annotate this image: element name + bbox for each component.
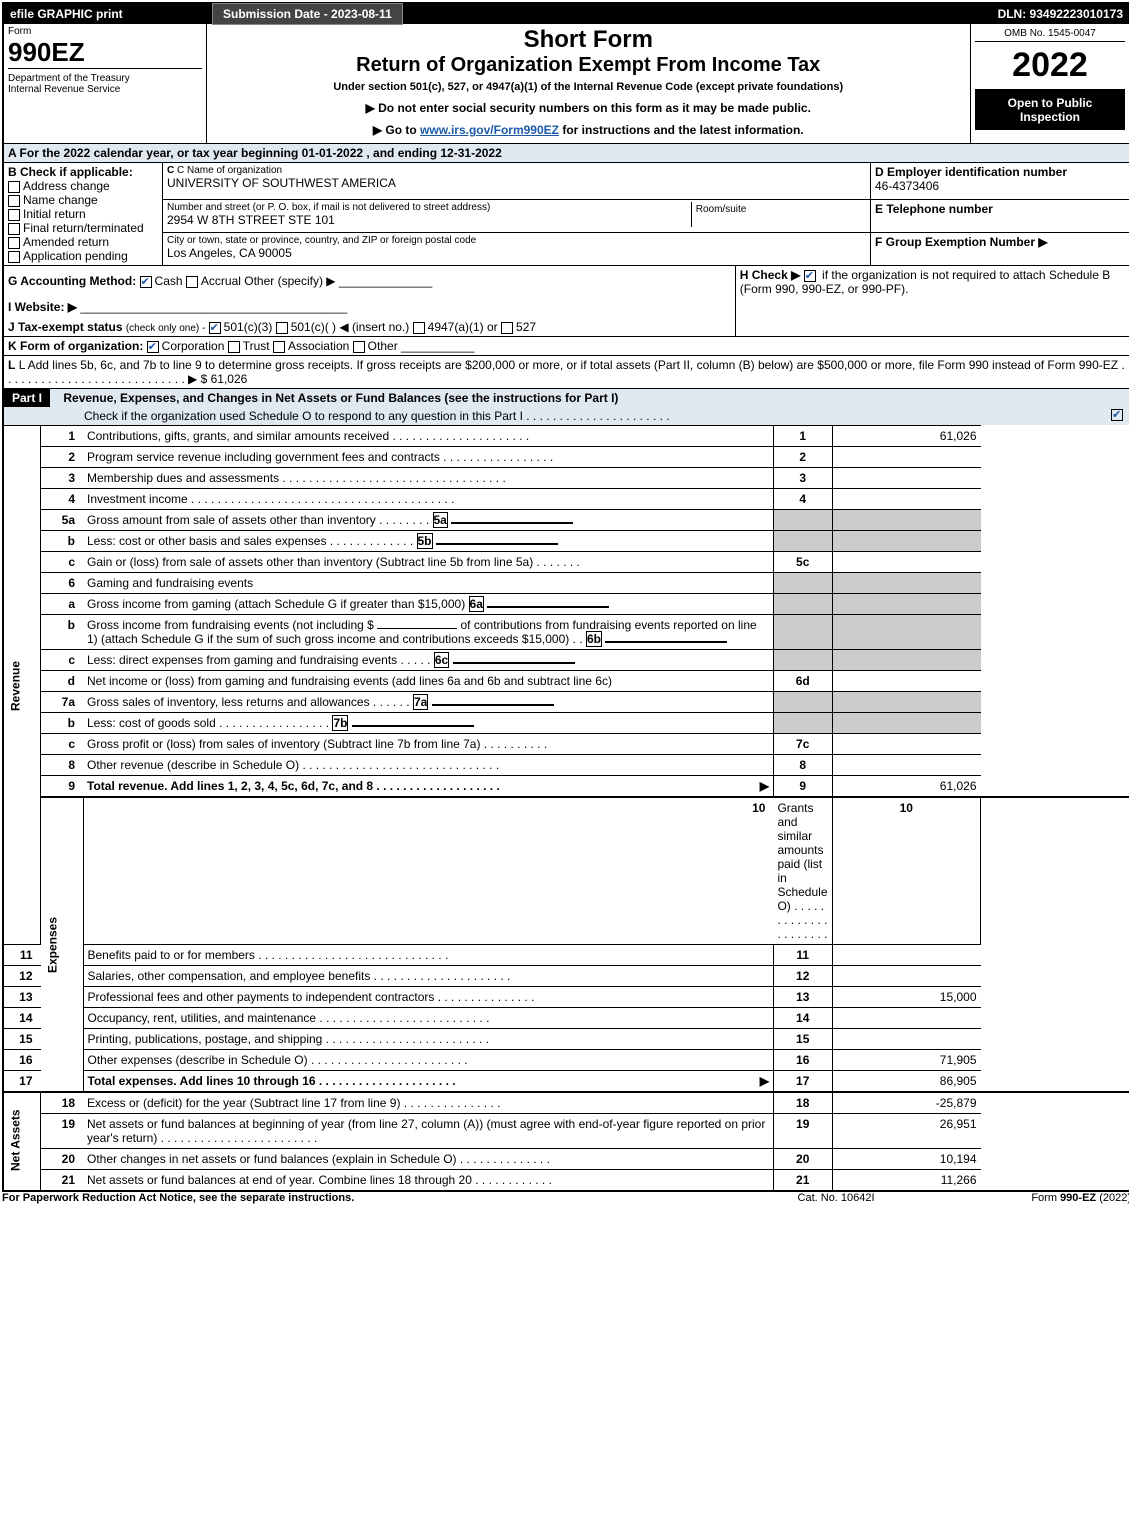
open-public: Open to Public Inspection bbox=[975, 90, 1125, 130]
street: 2954 W 8TH STREET STE 101 bbox=[167, 213, 691, 227]
revenue-sidebar: Revenue bbox=[4, 426, 41, 945]
footer-left: For Paperwork Reduction Act Notice, see … bbox=[2, 1192, 754, 1204]
omb-no: OMB No. 1545-0047 bbox=[975, 26, 1125, 42]
checkbox-pending[interactable] bbox=[8, 251, 20, 263]
checkbox-501c3[interactable] bbox=[209, 322, 221, 334]
checkbox-schedule-o[interactable] bbox=[1111, 409, 1123, 421]
org-info-row: B Check if applicable: Address change Na… bbox=[3, 163, 1129, 266]
tax-year: 2022 bbox=[975, 42, 1125, 90]
checkbox-addr[interactable] bbox=[8, 181, 20, 193]
form-number: 990EZ bbox=[8, 37, 202, 68]
section-e-label: E Telephone number bbox=[875, 202, 993, 216]
checkbox-h[interactable] bbox=[804, 270, 816, 282]
under-section: Under section 501(c), 527, or 4947(a)(1)… bbox=[211, 77, 967, 97]
dept: Department of the Treasury bbox=[8, 73, 130, 84]
line-18-amt: -25,879 bbox=[832, 1092, 981, 1114]
line-1-amt: 61,026 bbox=[832, 426, 981, 447]
checkbox-corp[interactable] bbox=[147, 341, 159, 353]
lines-table: Revenue 1 Contributions, gifts, grants, … bbox=[4, 425, 1129, 1190]
title-block: Form 990EZ Department of the Treasury In… bbox=[3, 24, 1129, 144]
line-16-amt: 71,905 bbox=[832, 1050, 981, 1071]
section-d-label: D Employer identification number bbox=[875, 165, 1067, 179]
part-1-label: Part I bbox=[4, 389, 50, 407]
goto-label: ▶ Go to bbox=[373, 123, 417, 137]
section-a: A For the 2022 calendar year, or tax yea… bbox=[3, 144, 1129, 163]
form-container: efile GRAPHIC print Submission Date - 20… bbox=[2, 2, 1129, 1192]
line-9-amt: 61,026 bbox=[832, 776, 981, 798]
checkbox-trust[interactable] bbox=[228, 341, 240, 353]
goto-rest: for instructions and the latest informat… bbox=[562, 123, 803, 137]
line-13-amt: 15,000 bbox=[832, 987, 981, 1008]
top-bar: efile GRAPHIC print Submission Date - 20… bbox=[3, 3, 1129, 24]
efile-label: efile GRAPHIC print bbox=[3, 3, 206, 24]
return-title: Return of Organization Exempt From Incom… bbox=[211, 54, 967, 77]
dln: DLN: 93492223010173 bbox=[971, 3, 1129, 24]
checkbox-other-org[interactable] bbox=[353, 341, 365, 353]
part-1-title: Revenue, Expenses, and Changes in Net As… bbox=[53, 391, 618, 405]
net-assets-sidebar: Net Assets bbox=[4, 1092, 41, 1190]
checkbox-cash[interactable] bbox=[140, 276, 152, 288]
line-19-amt: 26,951 bbox=[832, 1114, 981, 1149]
checkbox-amended[interactable] bbox=[8, 237, 20, 249]
expenses-sidebar: Expenses bbox=[41, 797, 84, 1092]
line-20-amt: 10,194 bbox=[832, 1149, 981, 1170]
form-label: Form bbox=[8, 26, 202, 37]
ein: 46-4373406 bbox=[875, 179, 939, 193]
submission-date: Submission Date - 2023-08-11 bbox=[212, 3, 403, 25]
line-17-amt: 86,905 bbox=[832, 1071, 981, 1093]
section-b-title: B Check if applicable: bbox=[8, 165, 133, 179]
footer: For Paperwork Reduction Act Notice, see … bbox=[2, 1192, 1129, 1204]
short-form-title: Short Form bbox=[211, 26, 967, 54]
org-name: UNIVERSITY OF SOUTHWEST AMERICA bbox=[167, 176, 866, 190]
irs: Internal Revenue Service bbox=[8, 84, 120, 95]
ssn-warning: ▶ Do not enter social security numbers o… bbox=[211, 97, 967, 119]
footer-center: Cat. No. 10642I bbox=[754, 1192, 918, 1204]
checkbox-accrual[interactable] bbox=[186, 276, 198, 288]
checkbox-initial[interactable] bbox=[8, 209, 20, 221]
section-f-label: F Group Exemption Number ▶ bbox=[875, 235, 1048, 249]
line-21-amt: 11,266 bbox=[832, 1170, 981, 1191]
irs-link[interactable]: www.irs.gov/Form990EZ bbox=[420, 123, 559, 137]
checkbox-name[interactable] bbox=[8, 195, 20, 207]
checkbox-final[interactable] bbox=[8, 223, 20, 235]
checkbox-4947[interactable] bbox=[413, 322, 425, 334]
gross-receipts: $ 61,026 bbox=[201, 372, 248, 386]
checkbox-527[interactable] bbox=[501, 322, 513, 334]
checkbox-assoc[interactable] bbox=[273, 341, 285, 353]
city: Los Angeles, CA 90005 bbox=[167, 246, 866, 260]
checkbox-501c[interactable] bbox=[276, 322, 288, 334]
